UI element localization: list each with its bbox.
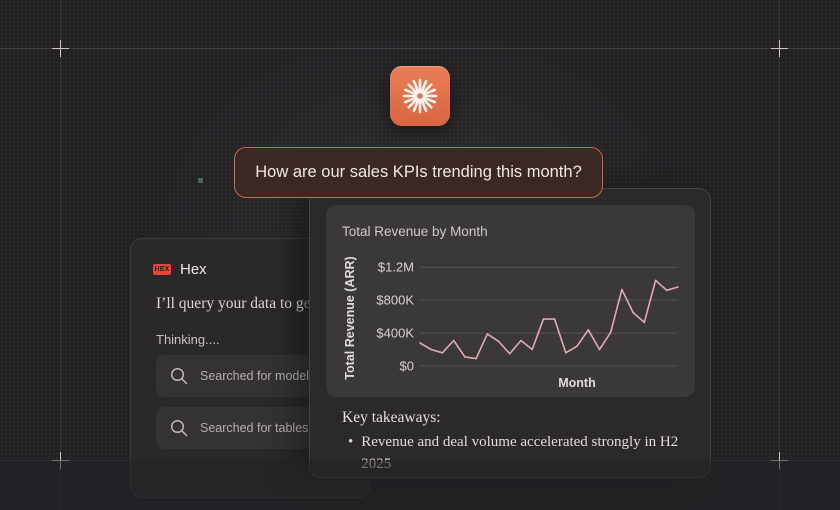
revenue-series-line [419,279,679,360]
burst-ray [421,97,433,109]
response-card: Total Revenue by Month $0 $400K $800K $1.2M… [309,188,711,478]
crosshair-icon [52,40,69,57]
hex-query-text: I’ll query your data to get [156,295,315,313]
search-icon [170,419,188,437]
data-point [643,321,646,324]
data-point [508,352,511,355]
data-point [452,339,455,342]
revenue-chart-panel: Total Revenue by Month $0 $400K $800K $1.2M… [326,205,695,397]
data-point [464,356,466,358]
search-step-label: Searched for models [200,369,316,383]
burst-ray [407,97,419,109]
burst-ray [407,83,419,95]
search-icon [170,367,188,385]
burst-ray [420,79,428,94]
data-point [576,345,578,347]
data-point [430,348,432,351]
crosshair-icon [771,40,788,57]
data-point [621,288,623,291]
thinking-status: Thinking.... [156,332,220,347]
y-tick-label: $400K [376,326,414,341]
asterisk-burst-icon [402,78,438,114]
y-tick-label: $1.2M [378,260,414,275]
takeaways-title: Key takeaways: [342,409,441,426]
search-step-label: Searched for tables [200,421,309,435]
user-prompt-bubble: How are our sales KPIs trending this mon… [234,147,603,198]
data-point [542,318,545,320]
bottom-fade-overlay [0,460,840,510]
y-tick-label: $0 [400,359,414,374]
burst-ray [412,98,420,113]
data-point [609,331,612,334]
burst-ray [422,96,437,104]
hex-logo: HEX [153,264,171,275]
burst-ray [422,88,437,96]
data-point [598,348,601,351]
y-axis-label: Total Revenue (ARR) [343,256,357,379]
burst-ray [412,79,420,94]
data-point [441,352,444,354]
guide-line-right [779,0,780,510]
data-point [565,352,567,354]
guide-line-left [60,0,61,510]
data-point [632,311,634,314]
hex-header: HEX Hex [153,261,207,278]
hex-query-main: I’ll query your data to g [156,295,304,312]
guide-line-top [0,48,840,49]
data-point [654,279,657,282]
data-point [666,289,668,292]
data-point [531,348,533,351]
user-prompt-text: How are our sales KPIs trending this mon… [255,163,582,181]
data-point [486,333,489,335]
decorative-dot [198,178,203,183]
data-point [587,329,590,331]
revenue-line-chart: $0 $400K $800K $1.2M Month Total Revenue (ARR… [343,256,679,390]
burst-ray [420,98,428,113]
data-point [475,357,477,360]
burst-ray [403,96,418,104]
data-point [497,340,500,343]
chart-title: Total Revenue by Month [342,224,488,239]
data-point [553,318,556,320]
burst-ray [421,83,433,95]
data-point [677,286,679,288]
x-axis-label: Month [558,376,595,390]
data-point [520,339,522,342]
hex-name: Hex [180,261,207,278]
y-tick-label: $800K [376,293,414,308]
app-logo [390,66,450,126]
hex-logo-text: HEX [154,266,170,273]
burst-ray [403,88,418,96]
data-point [419,342,421,344]
bullet-icon: • [348,434,354,450]
